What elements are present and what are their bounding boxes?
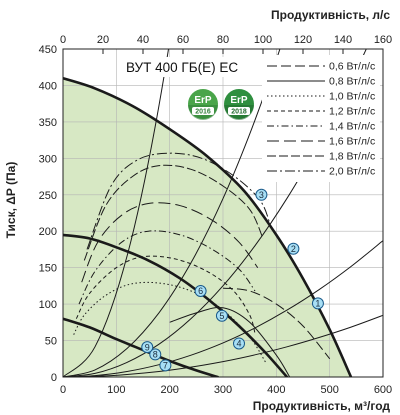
y-tick-label: 50 — [45, 336, 57, 348]
x2-tick-label: 100 — [254, 34, 272, 46]
erp-badge-2018: ErP 2018 — [224, 89, 254, 120]
operating-point-circle — [149, 348, 162, 361]
operating-point-label: 3 — [259, 190, 264, 200]
x2-axis-title: Продуктивність, л/с — [271, 8, 390, 22]
operating-point-circle — [287, 242, 300, 255]
legend-label: 0,8 Вт/л/с — [329, 76, 375, 88]
operating-point-label: 6 — [198, 286, 203, 296]
operating-point-label: 5 — [219, 311, 224, 321]
series-line — [81, 202, 259, 283]
x2-tick-label: 40 — [137, 34, 149, 46]
y-tick-label: 150 — [39, 263, 57, 275]
operating-point-circle — [255, 188, 268, 201]
y-axis-ticks: 0 50 100 150 200 250 300 350 400 450 — [39, 44, 57, 384]
operating-point-8: 8 — [149, 348, 162, 361]
y-tick-label: 100 — [39, 299, 57, 311]
erp-badge-text: ErP — [194, 95, 212, 106]
legend-box — [262, 55, 380, 182]
erp-badge-2016: ErP 2016 — [188, 89, 218, 120]
operating-point-label: 2 — [291, 244, 296, 254]
y-tick-label: 0 — [51, 372, 57, 384]
series-line — [78, 230, 256, 305]
operating-point-markers: 1 2 3 4 5 6 789 — [141, 188, 324, 372]
chart-title-box — [120, 57, 262, 77]
legend-label: 1,2 Вт/л/с — [329, 106, 375, 118]
plot-frame — [62, 48, 384, 378]
system-curve — [63, 240, 383, 377]
operating-point-label: 4 — [236, 339, 241, 349]
x2-tick-label: 0 — [60, 34, 66, 46]
legend-label: 1,6 Вт/л/с — [329, 136, 375, 148]
operating-point-circle — [159, 359, 172, 372]
x2-tick-label: 140 — [334, 34, 352, 46]
operating-point-label: 8 — [153, 350, 158, 360]
operating-point-circle — [233, 337, 245, 350]
y-axis-title: Тиск, ΔP (Па) — [4, 162, 18, 239]
operating-point-9: 9 — [141, 341, 154, 354]
system-curve — [63, 49, 281, 377]
operating-point-1: 1 — [311, 297, 324, 310]
operating-point-label: 1 — [315, 299, 320, 309]
chart-title: ВУТ 400 ГБ(Е) ЕС — [126, 60, 238, 75]
y-tick-label: 450 — [39, 44, 57, 56]
x-tick-label: 400 — [267, 384, 285, 396]
erp-badge-year: 2018 — [231, 109, 247, 116]
x2-axis-ticks: 0 20 40 60 80 100 120 140 160 — [60, 34, 392, 46]
erp-badge-year: 2016 — [195, 109, 211, 116]
series-line — [75, 255, 256, 334]
y-tick-label: 400 — [39, 80, 57, 92]
series-line — [83, 164, 264, 261]
legend-label: 0,6 Вт/л/с — [329, 61, 375, 73]
y-tick-label: 300 — [39, 153, 57, 165]
y-tick-label: 200 — [39, 226, 57, 238]
operating-point-6: 6 — [194, 284, 207, 297]
operating-point-3: 3 — [255, 188, 268, 201]
x-axis-ticks: 0 100 200 300 400 500 600 — [60, 384, 392, 396]
legend-label: 2,0 Вт/л/с — [329, 166, 375, 178]
operating-point-label: 9 — [145, 342, 150, 352]
x2-tick-label: 160 — [374, 34, 392, 46]
operating-point-circle — [215, 309, 228, 322]
system-curve — [63, 49, 170, 377]
legend-label: 1,8 Вт/л/с — [329, 151, 375, 163]
series-line — [222, 287, 331, 360]
erp-badge-year-box — [228, 107, 250, 115]
x-tick-label: 200 — [160, 384, 178, 396]
operating-point-4: 4 — [233, 337, 245, 350]
x2-tick-label: 20 — [97, 34, 109, 46]
operating-point-5: 5 — [215, 309, 228, 322]
x-tick-label: 500 — [320, 384, 338, 396]
operating-point-label: 7 — [163, 361, 168, 371]
series-line — [169, 306, 291, 377]
erp-badges: ErP 2016 ErP 2018 — [188, 89, 254, 120]
erp-badge-text: ErP — [230, 95, 248, 106]
y-tick-label: 250 — [39, 190, 57, 202]
y-tick-label: 350 — [39, 117, 57, 129]
x2-tick-label: 60 — [177, 34, 189, 46]
operating-point-circle — [141, 341, 154, 354]
x-tick-label: 100 — [107, 384, 125, 396]
legend: 0,6 Вт/л/с 0,8 Вт/л/с 1,0 Вт/л/с 1,2 Вт/л/с… — [262, 55, 380, 182]
x-tick-label: 600 — [374, 384, 392, 396]
fan-curve — [63, 233, 289, 377]
operating-point-circle — [311, 297, 324, 310]
x-tick-label: 300 — [214, 384, 232, 396]
erp-badge-year-box — [192, 107, 214, 115]
system-curve — [63, 314, 383, 377]
operating-region-fill — [63, 78, 351, 377]
legend-label: 1,4 Вт/л/с — [329, 121, 375, 133]
operating-point-7: 7 — [159, 359, 172, 372]
operating-point-2: 2 — [287, 242, 300, 255]
x2-tick-label: 120 — [294, 34, 312, 46]
operating-point-circle — [194, 284, 207, 297]
x-axis-title: Продуктивність, м³/год — [253, 399, 391, 413]
legend-label: 1,0 Вт/л/с — [329, 91, 375, 103]
x-tick-label: 0 — [60, 384, 66, 396]
x2-tick-label: 80 — [217, 34, 229, 46]
